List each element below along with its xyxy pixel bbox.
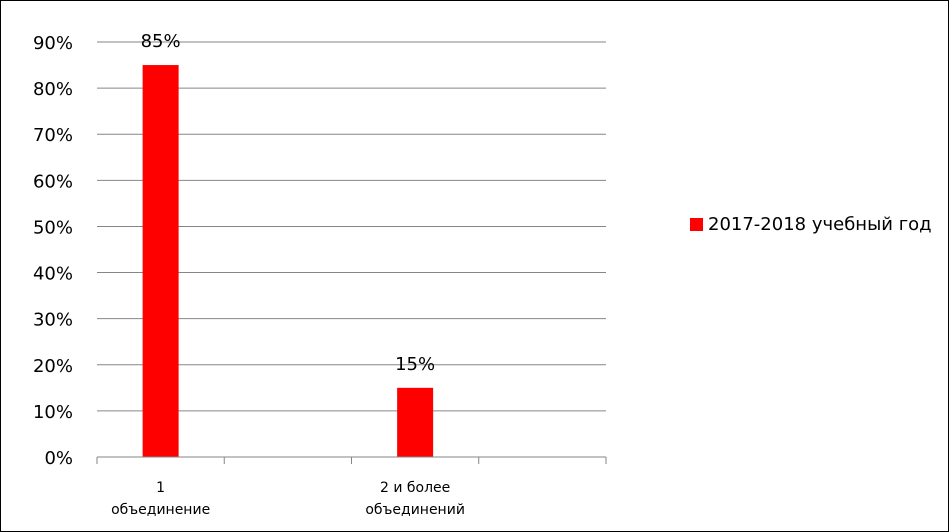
y-tick-label: 20%: [33, 356, 73, 377]
y-tick-label: 70%: [33, 125, 73, 146]
y-axis-tick-labels: 0% 10% 20% 30% 40% 50% 60% 70% 80% 90%: [33, 33, 73, 469]
bar-data-label: 15%: [395, 354, 435, 375]
bar-data-label: 85%: [141, 31, 181, 52]
y-tick-label: 10%: [33, 402, 73, 423]
y-tick-label: 30%: [33, 310, 73, 331]
bar: [142, 65, 179, 458]
legend: 2017-2018 учебный год: [690, 210, 940, 239]
x-axis: [96, 456, 607, 464]
y-tick-label: 50%: [33, 217, 73, 238]
y-tick-label: 0%: [44, 448, 73, 469]
bars: [142, 65, 434, 458]
data-labels: 85% 15%: [141, 31, 436, 375]
x-category-label: объединение: [111, 502, 210, 518]
y-tick-label: 60%: [33, 171, 73, 192]
legend-label: 2017-2018 учебный год: [708, 214, 932, 235]
x-category-label: 1: [156, 480, 165, 496]
x-category-label: объединений: [365, 502, 465, 518]
gridlines: [97, 41, 606, 412]
y-tick-label: 80%: [33, 79, 73, 100]
y-tick-label: 90%: [33, 33, 73, 54]
x-axis-category-labels: 1 объединение 2 и более объединений: [111, 480, 465, 518]
bar: [397, 387, 434, 457]
x-category-label: 2 и более: [380, 480, 450, 496]
y-tick-label: 40%: [33, 264, 73, 285]
legend-swatch: [690, 218, 703, 231]
